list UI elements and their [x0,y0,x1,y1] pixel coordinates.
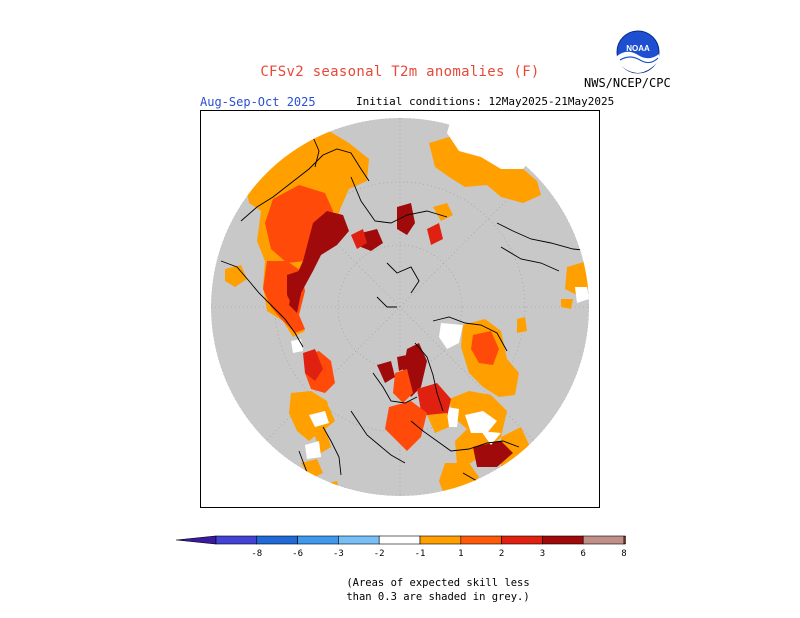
polar-map [200,110,600,508]
anomaly-north-america [439,319,531,497]
anomaly-asia [225,131,443,337]
map-title: CFSv2 seasonal T2m anomalies (F) [260,64,540,80]
legend-label: 3 [540,549,545,558]
legend-swatch [297,535,339,545]
initial-conditions-label: Initial conditions: 12May2025-21May2025 [356,95,615,108]
skill-note-line-2: than 0.3 are shaded in grey.) [346,591,530,603]
legend-label: -8 [251,549,262,558]
legend-swatch [501,535,543,545]
legend-label: -2 [374,549,385,558]
legend-label: 1 [458,549,463,558]
outside-hemisphere [201,111,599,507]
legend-arrow-low [176,535,217,545]
legend-swatch [582,535,625,545]
skill-note-line-1: (Areas of expected skill less [346,577,530,589]
color-legend: -8 -6 -3 -2 -1 1 2 3 6 8 [176,535,626,558]
legend-label: -3 [333,549,344,558]
legend-label: 6 [580,549,585,558]
legend-label: -1 [415,549,426,558]
legend-swatch [378,535,421,545]
legend-label: 8 [621,549,626,558]
legend-arrow-high [623,535,626,545]
legend-swatch [460,535,502,545]
noaa-logo: NOAA [616,30,660,74]
legend-swatch [256,535,298,545]
legend-swatch [215,535,258,545]
legend-label: 2 [499,549,504,558]
legend-label: -6 [292,549,303,558]
legend-swatch [338,535,380,545]
noaa-logo-text: NOAA [626,44,650,53]
season-label: Aug-Sep-Oct 2025 [200,95,316,109]
agency-label: NWS/NCEP/CPC [584,76,671,90]
anomaly-arctic-center [377,343,451,451]
skill-note: (Areas of expected skill less than 0.3 a… [300,576,576,604]
legend-swatch [419,535,462,545]
legend-swatch [542,535,584,545]
